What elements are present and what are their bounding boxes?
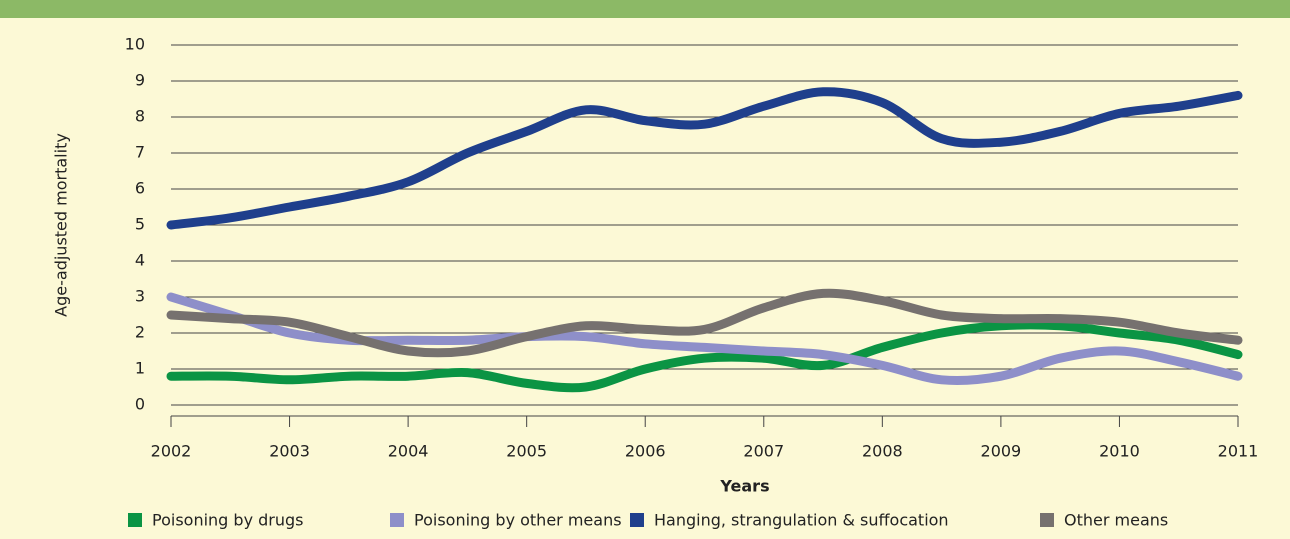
legend-label: Other means	[1064, 511, 1168, 530]
x-tick-label: 2002	[151, 442, 192, 461]
y-tick-label: 8	[135, 107, 145, 126]
legend-swatch	[390, 513, 404, 527]
legend-label: Poisoning by drugs	[152, 511, 303, 530]
y-tick-label: 7	[135, 143, 145, 162]
y-tick-label: 3	[135, 287, 145, 306]
top-band	[0, 0, 1290, 18]
y-tick-label: 6	[135, 179, 145, 198]
y-tick-label: 2	[135, 323, 145, 342]
x-tick-label: 2005	[506, 442, 547, 461]
y-tick-label: 0	[135, 395, 145, 414]
y-tick-label: 9	[135, 71, 145, 90]
x-tick-label: 2006	[625, 442, 666, 461]
legend-label: Hanging, strangulation & suffocation	[654, 511, 949, 530]
series-line	[166, 292, 1243, 386]
legend-swatch	[630, 513, 644, 527]
series-line	[166, 320, 1243, 393]
y-tick-label: 4	[135, 251, 145, 270]
series-line	[166, 288, 1243, 358]
x-tick-label: 2010	[1099, 442, 1140, 461]
x-tick-label: 2003	[269, 442, 310, 461]
y-tick-label: 1	[135, 359, 145, 378]
x-axis-title: Years	[719, 477, 769, 496]
legend-swatch	[1040, 513, 1054, 527]
x-tick-label: 2009	[981, 442, 1022, 461]
x-tick-label: 2011	[1218, 442, 1259, 461]
x-tick-label: 2007	[743, 442, 784, 461]
y-tick-label: 10	[125, 35, 145, 54]
x-tick-label: 2008	[862, 442, 903, 461]
legend-label: Poisoning by other means	[414, 511, 622, 530]
y-tick-label: 5	[135, 215, 145, 234]
x-tick-label: 2004	[388, 442, 429, 461]
series-line	[166, 87, 1243, 230]
y-axis-title: Age-adjusted mortality	[52, 133, 71, 317]
legend-swatch	[128, 513, 142, 527]
